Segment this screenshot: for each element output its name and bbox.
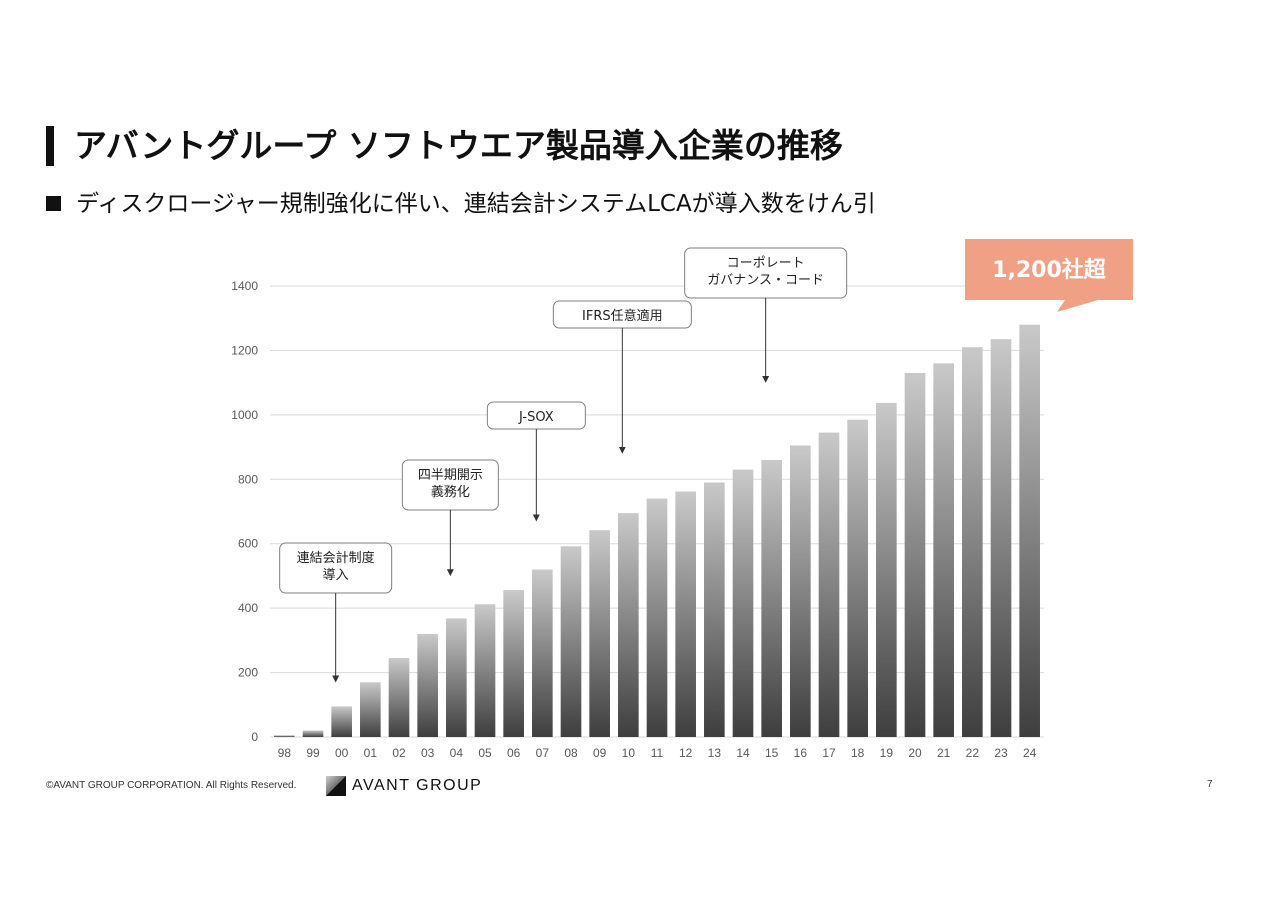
- x-tick-label: 10: [622, 746, 636, 760]
- bar: [589, 530, 610, 737]
- annotation-text: 義務化: [431, 484, 470, 500]
- bar: [618, 513, 639, 737]
- page-subtitle: ディスクロージャー規制強化に伴い、連結会計システムLCAが導入数をけん引: [76, 191, 876, 217]
- bar: [560, 546, 582, 737]
- x-tick-label: 16: [794, 746, 808, 760]
- y-tick-label: 800: [238, 472, 258, 486]
- logo-text: AVANT GROUP: [352, 777, 483, 794]
- x-tick-label: 02: [392, 746, 406, 760]
- x-tick-label: 15: [765, 746, 779, 760]
- y-tick-label: 600: [238, 537, 258, 551]
- x-tick-label: 05: [478, 746, 492, 760]
- x-tick-label: 20: [908, 746, 922, 760]
- bar: [962, 347, 983, 737]
- bar: [761, 459, 782, 737]
- x-tick-label: 18: [851, 746, 865, 760]
- x-tick-label: 09: [593, 746, 607, 760]
- bar: [532, 569, 553, 737]
- y-tick-label: 1200: [231, 343, 258, 357]
- annotation-text: IFRS任意適用: [582, 308, 663, 324]
- callout-bubble: [965, 239, 1133, 312]
- bar: [732, 469, 754, 737]
- y-tick-label: 200: [238, 666, 258, 680]
- bar: [446, 618, 467, 737]
- page-title: アバントグループ ソフトウエア製品導入企業の推移: [74, 126, 843, 165]
- bullet-square-icon: [46, 196, 61, 211]
- copyright-text: ©AVANT GROUP CORPORATION. All Rights Res…: [46, 780, 297, 791]
- y-tick-label: 0: [251, 730, 258, 744]
- x-tick-label: 08: [564, 746, 578, 760]
- bar: [704, 482, 725, 737]
- annotation-text: 連結会計制度: [297, 550, 375, 566]
- x-tick-label: 11: [651, 746, 664, 760]
- x-tick-label: 12: [679, 746, 693, 760]
- bar: [933, 363, 954, 737]
- x-tick-label: 13: [708, 746, 722, 760]
- bar: [474, 604, 496, 737]
- bar: [302, 730, 324, 737]
- annotation-text: J-SOX: [518, 410, 554, 425]
- bar: [503, 590, 524, 737]
- bar: [646, 498, 668, 737]
- x-tick-label: 22: [966, 746, 980, 760]
- x-tick-label: 17: [822, 746, 836, 760]
- x-tick-label: 21: [937, 746, 951, 760]
- bar: [990, 339, 1012, 737]
- bar: [790, 445, 811, 737]
- bar: [1019, 324, 1040, 737]
- x-tick-label: 99: [306, 746, 320, 760]
- x-tick-label: 04: [450, 746, 464, 760]
- bar: [818, 432, 840, 737]
- x-tick-label: 23: [994, 746, 1008, 760]
- bar: [388, 658, 410, 737]
- bar: [847, 419, 868, 737]
- bar: [360, 682, 381, 737]
- bar: [904, 372, 926, 737]
- bar: [417, 633, 438, 737]
- annotation-text: 四半期開示: [418, 468, 483, 483]
- bar: [274, 735, 295, 737]
- x-tick-label: 03: [421, 746, 435, 760]
- bar: [876, 402, 897, 737]
- title-accent-bar: [46, 126, 54, 166]
- x-tick-label: 24: [1023, 746, 1037, 760]
- x-tick-label: 98: [278, 746, 292, 760]
- x-tick-label: 01: [364, 746, 378, 760]
- bar: [675, 491, 696, 737]
- avant-logo-icon: [326, 776, 346, 796]
- x-tick-label: 14: [736, 746, 750, 760]
- y-tick-label: 1000: [231, 408, 258, 422]
- callout-text: 1,200社超: [992, 257, 1107, 283]
- annotation-text: ガバナンス・コード: [707, 273, 824, 288]
- y-tick-label: 1400: [231, 279, 258, 293]
- annotation-text: コーポレート: [727, 256, 805, 271]
- x-tick-label: 07: [536, 746, 550, 760]
- x-tick-label: 19: [880, 746, 894, 760]
- company-logo: AVANT GROUP: [326, 776, 482, 796]
- x-tick-label: 00: [335, 746, 349, 760]
- x-tick-label: 06: [507, 746, 521, 760]
- page-number: 7: [1207, 779, 1213, 790]
- bar: [331, 706, 352, 737]
- annotation-text: 導入: [323, 568, 349, 583]
- y-tick-label: 400: [238, 601, 258, 615]
